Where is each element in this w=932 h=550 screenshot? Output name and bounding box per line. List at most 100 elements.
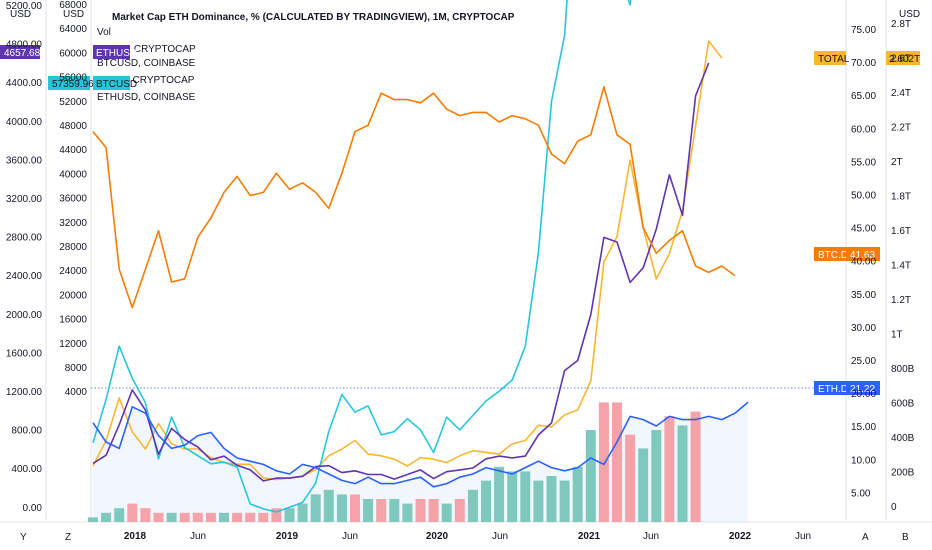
dominance-tick-label: 30.00	[851, 323, 876, 334]
total-value-tag-value: 2.602T	[889, 54, 920, 65]
volume-bar	[677, 425, 688, 522]
volume-bar	[402, 503, 413, 522]
ethusd-tick-label: 4000.00	[6, 117, 43, 128]
total-tick-label: 1T	[891, 330, 903, 341]
ethusd-tick-label: 2400.00	[6, 271, 43, 282]
btcusd-tick-label: 12000	[59, 339, 87, 350]
dominance-tick-label: 35.00	[851, 290, 876, 301]
btcusd-tick-label: 4000	[65, 387, 88, 398]
ethusd-tick-label: 800.00	[11, 426, 42, 437]
time-tick-label: 2020	[426, 531, 449, 542]
volume-bar	[140, 508, 151, 522]
total-tick-label: 2.4T	[891, 88, 911, 99]
volume-bar	[166, 512, 177, 522]
total-tick-label: 1.8T	[891, 192, 911, 203]
left-axis-unit-2: USD	[63, 9, 84, 20]
total-tick-label: 2.2T	[891, 123, 911, 134]
corner-b-button[interactable]: B	[902, 532, 909, 543]
total-tick-label: 0	[891, 502, 897, 513]
btcusd-tick-label: 8000	[65, 363, 88, 374]
dominance-tick-label: 40.00	[851, 257, 876, 268]
volume-bar	[651, 430, 662, 522]
ethusd-tick-label: 400.00	[11, 464, 42, 475]
ethusd-tick-label: 4400.00	[6, 78, 43, 89]
legend-btcusd[interactable]: BTCUSD, COINBASE	[97, 58, 196, 69]
dominance-tick-label: 45.00	[851, 224, 876, 235]
total-tick-label: 1.4T	[891, 261, 911, 272]
ethusd-tick-label: 0.00	[23, 503, 43, 514]
volume-bar	[520, 471, 531, 522]
dominance-tick-label: 55.00	[851, 157, 876, 168]
btc-name-tag	[93, 76, 130, 90]
total-tick-label: 2.6T	[891, 54, 911, 65]
total-tick-label: 1.6T	[891, 226, 911, 237]
btcusd-tick-label: 40000	[59, 169, 87, 180]
dominance-tick-label: 20.00	[851, 389, 876, 400]
eth-name-tag-label: ETHUSD	[96, 48, 137, 59]
ethd-name-tag-label: ETH.D	[818, 384, 848, 395]
ethd-name-tag	[814, 381, 846, 395]
btcusd-tick-label: 28000	[59, 242, 87, 253]
eth-name-tag	[93, 45, 130, 59]
total-tick-label: 200B	[891, 468, 915, 479]
ethusd-tick-label: 5200.00	[6, 1, 43, 12]
volume-bars	[88, 402, 701, 522]
volume-bar	[310, 494, 321, 522]
ethusd-tick-label: 1200.00	[6, 387, 43, 398]
ethusd-tick-label: 3200.00	[6, 194, 43, 205]
btcusd-tick-label: 60000	[59, 48, 87, 59]
dominance-tick-label: 15.00	[851, 422, 876, 433]
corner-a-button[interactable]: A	[862, 532, 869, 543]
corner-z-button[interactable]: Z	[65, 532, 71, 543]
btcusd-tick-label: 32000	[59, 218, 87, 229]
dominance-tick-label: 25.00	[851, 356, 876, 367]
volume-bar	[297, 503, 308, 522]
volume-bar	[271, 508, 282, 522]
volume-bar	[481, 480, 491, 522]
total-tick-label: 2T	[891, 157, 903, 168]
legend-total[interactable]: TOTAL, CRYPTOCAP	[97, 44, 196, 55]
volume-bar	[546, 476, 557, 522]
legend-ethusd[interactable]: ETHUSD, COINBASE	[97, 92, 196, 103]
volume-bar	[533, 480, 544, 522]
legend-btcd[interactable]: BTC.D, CRYPTOCAP	[97, 75, 195, 86]
btcusd-tick-label: 20000	[59, 290, 87, 301]
volume-bar	[363, 499, 374, 522]
btcusd-tick-label: 24000	[59, 266, 87, 277]
total-line	[92, 40, 723, 481]
left-axis-btcusd-ticks: 68000 64000 60000 56000 52000 48000 44000 40000…	[59, 0, 87, 398]
volume-bar	[612, 402, 622, 522]
total-tick-label: 2.8T	[891, 19, 911, 30]
volume-bar	[507, 471, 518, 522]
volume-bar	[336, 494, 347, 522]
volume-bar	[585, 430, 596, 522]
btcusd-tick-label: 64000	[59, 24, 87, 35]
time-tick-label: Jun	[190, 531, 206, 542]
volume-bar	[114, 508, 125, 522]
volume-bar	[559, 480, 570, 522]
ethusd-line	[92, 62, 710, 482]
volume-bar	[205, 512, 216, 522]
time-tick-label: 2022	[729, 531, 752, 542]
volume-bar	[454, 499, 465, 522]
corner-y-button[interactable]: Y	[20, 532, 27, 543]
chart-title: Market Cap ETH Dominance, % (CALCULATED …	[112, 12, 515, 23]
time-tick-label: Jun	[342, 531, 358, 542]
time-tick-label: Jun	[643, 531, 659, 542]
volume-bar	[598, 402, 609, 522]
total-tick-label: 400B	[891, 433, 915, 444]
btcusd-tick-label: 36000	[59, 194, 87, 205]
right-axis-total-ticks: 2.8T 2.6T 2.4T 2.2T 2T 1.8T 1.6T 1.4T 1.2T 1T 800B…	[891, 19, 915, 513]
ethusd-tick-label: 2800.00	[6, 233, 43, 244]
time-tick-label: 2021	[578, 531, 601, 542]
volume-bar	[690, 411, 701, 522]
volume-bar	[127, 503, 138, 522]
dominance-tick-label: 65.00	[851, 91, 876, 102]
volume-bar	[350, 494, 360, 522]
volume-bar	[258, 512, 269, 522]
total-tick-label: 800B	[891, 364, 915, 375]
volume-bar	[389, 499, 400, 522]
volume-bar	[428, 499, 439, 522]
volume-bar	[219, 512, 229, 522]
